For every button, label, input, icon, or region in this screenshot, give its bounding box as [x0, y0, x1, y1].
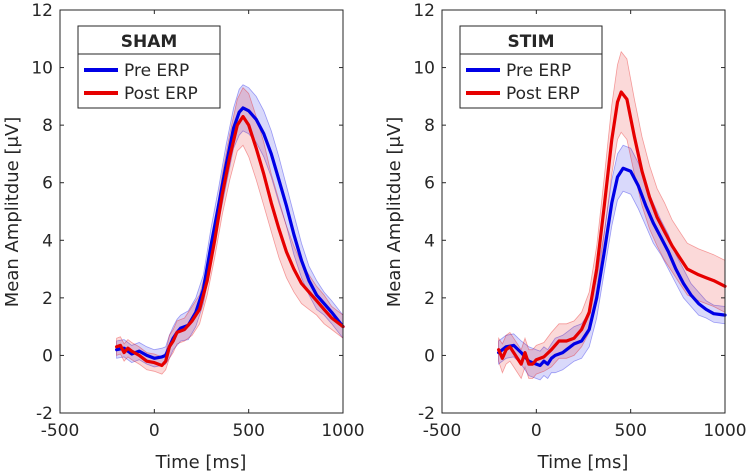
y-tick-label: 4	[42, 231, 53, 251]
series-line-pre	[114, 106, 345, 360]
series-line-post	[497, 90, 727, 366]
legend-label-post: Post ERP	[124, 84, 198, 104]
y-tick-label: 0	[424, 346, 435, 366]
axis-ticks: -500 0 500 1000 -2 0 2 4 6 8 10 12	[413, 1, 746, 441]
x-tick-label: -500	[423, 421, 462, 441]
y-tick-label: 2	[424, 289, 435, 309]
y-tick-label: 6	[42, 174, 53, 194]
y-tick-label: -2	[36, 404, 53, 424]
y-tick-label: 12	[31, 1, 53, 21]
x-tick-label: 1000	[703, 421, 746, 441]
axes-box	[441, 9, 726, 414]
series-lines	[497, 90, 727, 368]
legend-label-pre: Pre ERP	[506, 61, 571, 81]
x-tick-label: 0	[531, 421, 542, 441]
y-tick-label: 2	[42, 289, 53, 309]
y-tick-label: 4	[424, 231, 435, 251]
y-axis-label-left: Mean Amplitdue [μV]	[2, 117, 23, 308]
x-tick-label: 500	[614, 421, 646, 441]
x-axis-label: Time [ms]	[537, 452, 629, 472]
legend-label-pre: Pre ERP	[124, 61, 189, 81]
legend-title: STIM	[507, 32, 554, 52]
chart-panel-sham: -500 0 500 1000 -2 0 2 4 6 8 10 12 Time [ms] SHAM P…	[31, 1, 364, 472]
chart-panel-stim: -500 0 500 1000 -2 0 2 4 6 8 10 12 Time [ms] STIM P…	[413, 1, 746, 472]
legend: SHAM Pre ERP Post ERP	[77, 25, 221, 109]
y-tick-label: 6	[424, 174, 435, 194]
y-tick-label: 0	[42, 346, 53, 366]
legend-title: SHAM	[121, 32, 178, 52]
y-tick-label: 12	[413, 1, 435, 21]
series-line-post	[114, 114, 345, 368]
series-lines	[114, 106, 345, 368]
y-tick-label: 10	[31, 59, 53, 79]
x-tick-label: 1000	[321, 421, 364, 441]
y-tick-label: 8	[42, 116, 53, 136]
axis-ticks: -500 0 500 1000 -2 0 2 4 6 8 10 12	[31, 1, 364, 441]
y-tick-label: 8	[424, 116, 435, 136]
axes-box	[59, 9, 344, 414]
y-axis-label-right: Mean Amplitdue [μV]	[384, 117, 405, 308]
x-tick-label: -500	[41, 421, 80, 441]
y-tick-label: 10	[413, 59, 435, 79]
y-tick-label: -2	[418, 404, 435, 424]
legend-label-post: Post ERP	[506, 84, 580, 104]
x-axis-label: Time [ms]	[155, 452, 247, 472]
series-line-pre	[497, 166, 727, 368]
legend: STIM Pre ERP Post ERP	[459, 25, 603, 109]
x-tick-label: 0	[149, 421, 160, 441]
x-tick-label: 500	[232, 421, 264, 441]
